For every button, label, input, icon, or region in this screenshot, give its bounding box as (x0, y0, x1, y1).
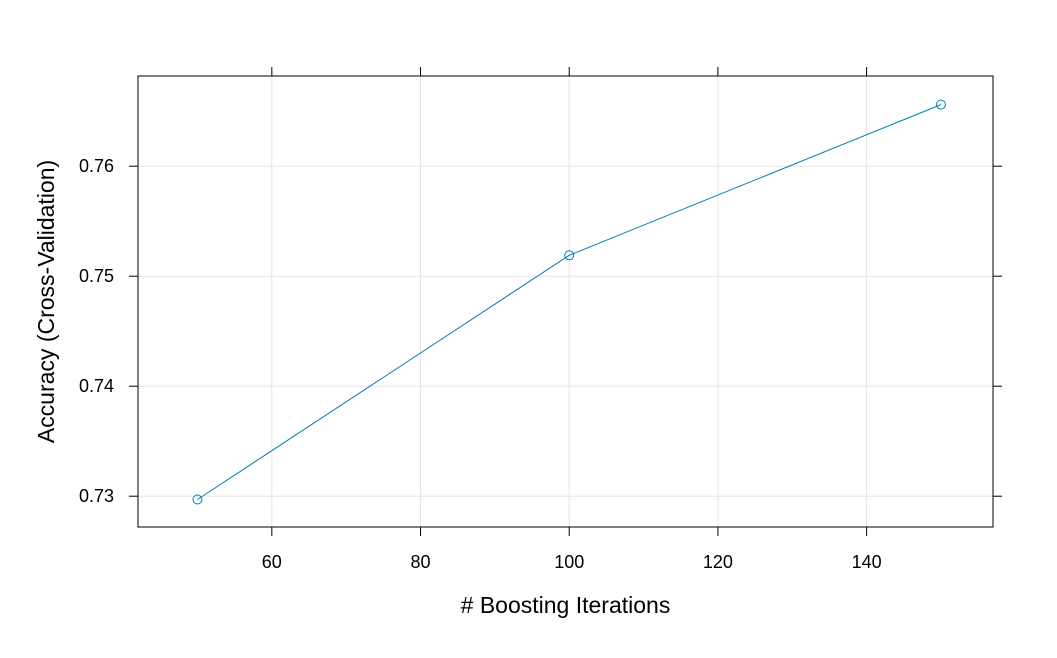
series-line (197, 104, 942, 500)
data-point (192, 494, 203, 505)
y-tick-label: 0.75 (79, 266, 114, 286)
tick-labels: 60 80 100 120 140 0.73 0.74 0.75 0.76 (79, 156, 882, 572)
plot-frame (137, 75, 994, 528)
grid-lines (138, 76, 993, 527)
y-tick-label: 0.76 (79, 156, 114, 176)
y-axis-title: Accuracy (Cross-Validation) (33, 160, 59, 443)
data-point (935, 99, 946, 110)
x-tick-label: 80 (411, 552, 431, 572)
x-tick-label: 100 (554, 552, 584, 572)
series-layer (192, 99, 946, 505)
x-axis-title: # Boosting Iterations (461, 592, 671, 618)
x-tick-label: 60 (262, 552, 282, 572)
x-tick-label: 120 (703, 552, 733, 572)
data-point (564, 250, 575, 261)
y-tick-label: 0.74 (79, 376, 114, 396)
x-tick-label: 140 (852, 552, 882, 572)
y-tick-label: 0.73 (79, 486, 114, 506)
axis-ticks (129, 67, 1002, 536)
